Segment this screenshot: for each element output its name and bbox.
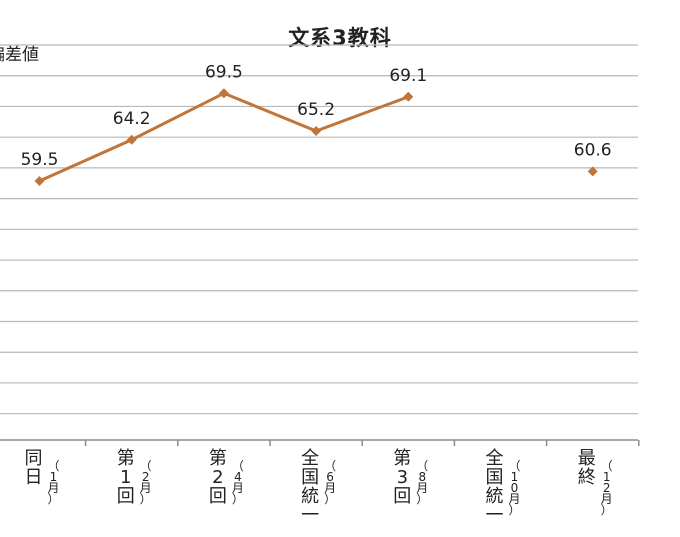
data-point-6 <box>587 166 598 177</box>
x-tick-sublabel-6: （1 2 月） <box>600 459 613 517</box>
data-label-3: 65.2 <box>297 100 335 120</box>
x-tick-label-5: 全国統一（1 0 月） <box>485 448 521 526</box>
data-label-4: 69.1 <box>389 66 427 86</box>
data-label-1: 64.2 <box>113 109 151 129</box>
x-tick-label-1: 第 1 回（2 月） <box>116 448 152 507</box>
x-tick-sublabel-0: （1 月） <box>47 459 60 506</box>
data-label-0: 59.5 <box>21 150 59 170</box>
x-tick-sublabel-2: （4 月） <box>231 459 244 506</box>
x-tick-label-3: 全国統一（6 月） <box>301 448 337 526</box>
data-point-3 <box>311 126 322 137</box>
y-axis-label: 偏差値 <box>0 45 39 65</box>
x-tick-sublabel-3: （6 月） <box>324 459 337 506</box>
data-point-1 <box>126 134 137 145</box>
data-point-4 <box>403 91 414 102</box>
data-point-0 <box>34 176 45 187</box>
x-tick-sublabel-5: （1 0 月） <box>508 459 521 517</box>
data-label-2: 69.5 <box>205 62 243 82</box>
x-tick-label-4: 第 3 回（8 月） <box>393 448 429 507</box>
x-tick-sublabel-4: （8 月） <box>416 459 429 506</box>
chart-title: 文系3教科 <box>288 26 392 50</box>
data-point-2 <box>218 88 229 99</box>
x-tick-label-0: 同日（1 月） <box>24 448 60 506</box>
x-tick-label-6: 最終（1 2 月） <box>577 448 613 517</box>
data-label-6: 60.6 <box>574 140 612 160</box>
x-tick-label-2: 第 2 回（4 月） <box>208 448 244 507</box>
x-tick-sublabel-1: （2 月） <box>139 459 152 506</box>
